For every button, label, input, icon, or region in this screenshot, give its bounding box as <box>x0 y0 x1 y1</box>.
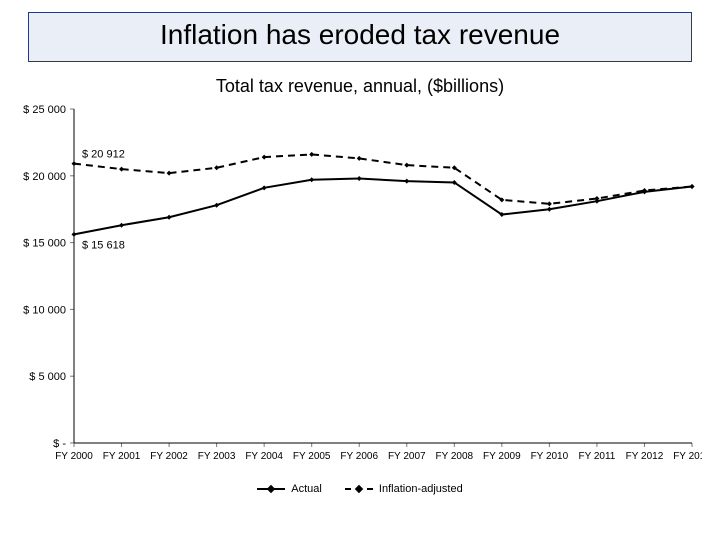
chart-subtitle: Total tax revenue, annual, ($billions) <box>0 76 720 97</box>
svg-text:FY 2003: FY 2003 <box>198 451 236 462</box>
legend-item-actual: Actual <box>257 483 322 495</box>
title-banner: Inflation has eroded tax revenue <box>28 12 692 62</box>
svg-text:$ 5 000: $ 5 000 <box>29 371 66 383</box>
svg-text:FY 2004: FY 2004 <box>245 451 283 462</box>
svg-text:$ 25 000: $ 25 000 <box>23 104 66 116</box>
svg-text:$ 15 618: $ 15 618 <box>82 239 125 251</box>
svg-text:$ 15 000: $ 15 000 <box>23 238 66 250</box>
svg-text:$ 20 912: $ 20 912 <box>82 149 125 161</box>
svg-text:$ -: $ - <box>53 438 66 450</box>
svg-text:FY 2000: FY 2000 <box>55 451 93 462</box>
legend-label: Inflation-adjusted <box>379 483 463 495</box>
svg-text:FY 2012: FY 2012 <box>626 451 664 462</box>
svg-text:FY 2010: FY 2010 <box>531 451 569 462</box>
chart-legend: Actual Inflation-adjusted <box>0 483 720 497</box>
svg-text:$ 10 000: $ 10 000 <box>23 304 66 316</box>
page-title: Inflation has eroded tax revenue <box>160 19 560 50</box>
legend-swatch-inflation-adjusted <box>345 484 373 494</box>
svg-text:FY 2011: FY 2011 <box>578 451 615 462</box>
svg-text:FY 2008: FY 2008 <box>435 451 473 462</box>
legend-label: Actual <box>291 483 322 495</box>
svg-text:$ 20 000: $ 20 000 <box>23 171 66 183</box>
legend-swatch-actual <box>257 484 285 494</box>
svg-text:FY 2009: FY 2009 <box>483 451 521 462</box>
line-chart: $ - $ 5 000 $ 10 000 $ 15 000 $ 20 000 $ 25 0… <box>18 101 702 481</box>
svg-text:FY 2001: FY 2001 <box>103 451 141 462</box>
svg-text:FY 2013: FY 2013 <box>673 451 702 462</box>
svg-text:FY 2002: FY 2002 <box>150 451 188 462</box>
legend-item-inflation-adjusted: Inflation-adjusted <box>345 483 463 495</box>
svg-text:FY 2005: FY 2005 <box>293 451 331 462</box>
svg-text:FY 2006: FY 2006 <box>340 451 378 462</box>
svg-text:FY 2007: FY 2007 <box>388 451 426 462</box>
